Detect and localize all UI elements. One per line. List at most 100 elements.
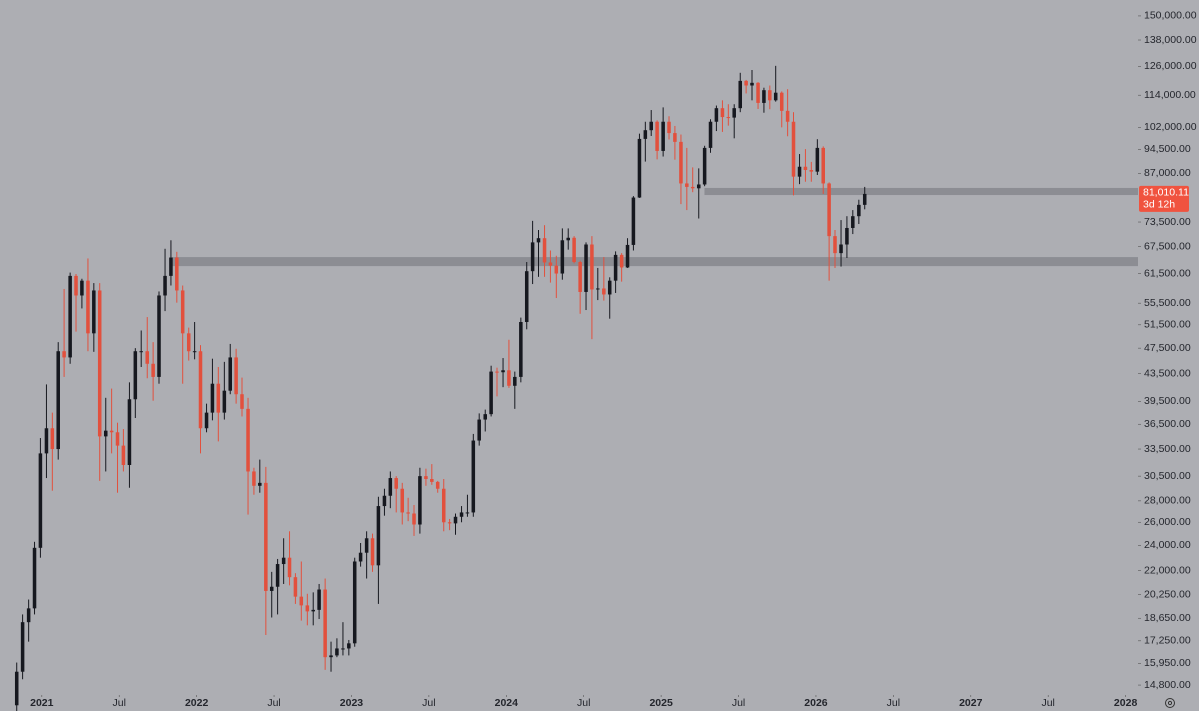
plot [14,65,1139,711]
y-tick-label: 24,000.00 [1144,539,1191,551]
candle-body [20,622,25,672]
x-tick-label: Jul [732,697,745,709]
x-tick-label: 2021 [30,697,54,709]
y-tick-label: 43,500.00 [1144,367,1191,379]
candle-body [590,244,594,290]
candle-body [418,476,422,525]
candle-body [702,147,707,185]
candle-body [667,121,671,134]
x-tick-label: Jul [577,697,590,709]
candle-body [495,371,499,373]
candle-body [400,488,405,513]
candle-body [175,257,179,291]
x-tick-label: 2028 [1114,697,1138,709]
candle-body [192,351,197,353]
candle-body [246,408,250,472]
candle-body [252,471,256,486]
candle-body [103,430,108,437]
y-tick-label: 138,000.00 [1144,34,1197,46]
y-tick-label: 55,500.00 [1144,297,1191,309]
candle-body [827,183,831,237]
candle-body [696,184,701,189]
candle-body [198,351,203,429]
candle-body [145,351,150,364]
candle-body [673,133,677,142]
candle-body [234,357,238,395]
candle-body [524,271,529,323]
y-tick-label: 61,500.00 [1144,267,1191,279]
y-tick-label: 94,500.00 [1144,143,1191,155]
candle-body [453,516,458,524]
y-tick-label: 14,800.00 [1144,679,1191,691]
candle-body [679,141,683,184]
candle-body [169,257,173,276]
candle-body [477,419,481,441]
y-tick-label: 47,500.00 [1144,342,1191,354]
candle-body [240,394,244,409]
candle-body [281,557,286,565]
y-tick-label: 15,950.00 [1144,657,1191,669]
candle-body [269,586,274,591]
candle-body [572,237,576,263]
candle-body [347,643,351,649]
candle-body [744,80,748,86]
candle-body [139,351,143,353]
candle-body [258,482,262,486]
x-tick-label: 2024 [495,697,519,709]
candle-body [613,254,618,281]
candle-body [631,197,636,245]
y-tick-label: 51,500.00 [1144,319,1191,331]
candle-body [661,121,665,151]
candle-body [121,445,126,466]
settings-icon[interactable] [1165,698,1175,708]
candle-body [56,351,60,450]
candle-body [862,193,867,205]
candle-body [845,227,849,245]
zone [171,257,1139,267]
candle-body [394,478,398,489]
candle-body [732,108,736,118]
candle-body [714,108,719,122]
y-tick-label: 33,500.00 [1144,443,1191,455]
x-tick-label: 2022 [185,697,209,709]
candle-body [14,671,19,706]
candle-body [489,371,493,415]
y-tick-label: 18,650.00 [1144,612,1191,624]
candle-body [50,428,55,450]
candle-body [471,440,476,513]
candle-body [358,552,363,562]
candle-body [726,117,731,119]
y-tick-label: 73,500.00 [1144,216,1191,228]
candle-body [690,186,695,189]
icon-ring [1165,698,1175,708]
candle-body [596,288,600,290]
candle-body [376,506,381,566]
candle-body [542,238,547,263]
candle-body [86,280,90,334]
candle-body [554,265,559,274]
candle-body [341,648,345,650]
y-tick-label: 30,500.00 [1144,470,1191,482]
candle-body [80,280,84,296]
candle-body [329,655,333,658]
candle-body [92,290,96,334]
price-tag [1139,185,1189,212]
candle-body [44,428,49,454]
candle-body [424,476,428,480]
candle-body [299,596,304,606]
candle-body [311,609,315,612]
zone [704,187,1138,196]
candle-body [127,399,132,466]
candle-body [821,147,825,184]
candle-body [584,244,588,292]
candle-body [97,290,102,437]
candle-body [335,648,339,656]
y-tick-label: 114,000.00 [1144,89,1196,101]
x-tick-label: Jul [267,697,280,709]
candle-body [643,130,648,139]
y-tick-label: 150,000.00 [1144,10,1197,22]
y-tick-label: 36,500.00 [1144,418,1191,430]
candle-body [756,82,760,103]
candle-body [352,561,357,644]
